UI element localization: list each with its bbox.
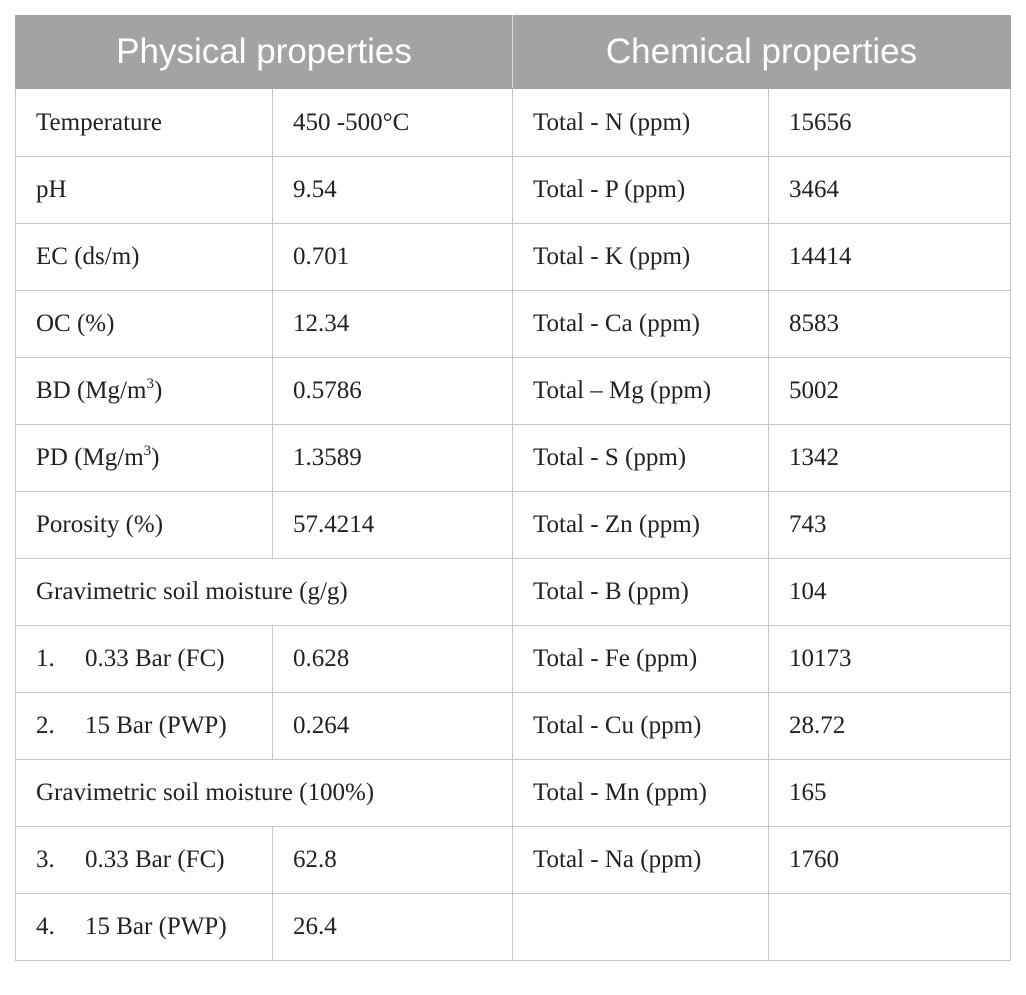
chemical-value-s: 1342 bbox=[768, 424, 1012, 492]
bd-unit-superscript: 3 bbox=[146, 376, 154, 392]
physical-value-porosity: 57.4214 bbox=[271, 491, 514, 559]
physical-label-gg-pwp: 2. 15 Bar (PWP) bbox=[15, 692, 273, 760]
chemical-label-n: Total - N (ppm) bbox=[512, 88, 770, 157]
physical-value-pct-fc: 62.8 bbox=[271, 826, 514, 894]
list-label: 15 Bar (PWP) bbox=[85, 913, 227, 940]
physical-value-ph: 9.54 bbox=[271, 156, 514, 224]
physical-subheading-gravimetric-pct: Gravimetric soil moisture (100%) bbox=[14, 759, 514, 827]
table-row: Temperature 450 -500°C Total - N (ppm) 1… bbox=[15, 88, 1012, 157]
chemical-value-na: 1760 bbox=[768, 826, 1012, 894]
table-row: 4. 15 Bar (PWP) 26.4 bbox=[15, 893, 1012, 961]
chemical-value-k: 14414 bbox=[768, 223, 1012, 291]
list-label: 0.33 Bar (FC) bbox=[85, 846, 225, 873]
table-row: pH 9.54 Total - P (ppm) 3464 bbox=[15, 156, 1012, 224]
header-row: Physical properties Chemical properties bbox=[14, 15, 1012, 89]
list-number: 1. bbox=[36, 645, 55, 672]
chemical-properties-header: Chemical properties bbox=[512, 15, 1012, 89]
properties-table: Physical properties Chemical properties … bbox=[14, 15, 1012, 961]
physical-value-gg-pwp: 0.264 bbox=[271, 692, 514, 760]
table-row: 1. 0.33 Bar (FC) 0.628 Total - Fe (ppm) 1… bbox=[15, 625, 1012, 693]
physical-properties-header: Physical properties bbox=[14, 15, 514, 89]
bd-label-close: ) bbox=[153, 377, 163, 404]
chemical-value-p: 3464 bbox=[768, 156, 1012, 224]
chemical-label-b: Total - B (ppm) bbox=[512, 558, 770, 626]
chemical-value-mn: 165 bbox=[768, 759, 1012, 827]
physical-value-gg-fc: 0.628 bbox=[271, 625, 514, 693]
table-row: Porosity (%) 57.4214 Total - Zn (ppm) 74… bbox=[15, 491, 1012, 559]
empty-cell bbox=[768, 893, 1012, 961]
pd-label-close: ) bbox=[151, 444, 160, 471]
physical-value-oc: 12.34 bbox=[271, 290, 514, 358]
physical-value-ec: 0.701 bbox=[271, 223, 514, 291]
chemical-value-zn: 743 bbox=[768, 491, 1012, 559]
chemical-label-na: Total - Na (ppm) bbox=[512, 826, 770, 894]
physical-subheading-gravimetric-gg: Gravimetric soil moisture (g/g) bbox=[14, 558, 514, 626]
physical-value-pd: 1.3589 bbox=[271, 424, 514, 492]
physical-value-bd: 0.5786 bbox=[271, 357, 514, 425]
physical-value-pct-pwp: 26.4 bbox=[271, 893, 514, 961]
table-row: Gravimetric soil moisture (g/g) Total - … bbox=[14, 558, 1012, 626]
physical-label-bd: BD (Mg/m3) bbox=[15, 357, 273, 425]
table-row: 3. 0.33 Bar (FC) 62.8 Total - Na (ppm) 17… bbox=[15, 826, 1012, 894]
list-number: 3. bbox=[36, 846, 55, 873]
chemical-value-n: 15656 bbox=[768, 88, 1012, 157]
chemical-label-k: Total - K (ppm) bbox=[512, 223, 770, 291]
physical-label-ec: EC (ds/m) bbox=[15, 223, 273, 291]
chemical-label-fe: Total - Fe (ppm) bbox=[512, 625, 770, 693]
table-row: EC (ds/m) 0.701 Total - K (ppm) 14414 bbox=[15, 223, 1012, 291]
chemical-value-fe: 10173 bbox=[768, 625, 1012, 693]
chemical-value-cu: 28.72 bbox=[768, 692, 1012, 760]
pd-unit-superscript: 3 bbox=[143, 443, 152, 459]
list-number: 4. bbox=[36, 913, 55, 940]
chemical-value-mg: 5002 bbox=[768, 357, 1012, 425]
physical-label-gg-fc: 1. 0.33 Bar (FC) bbox=[15, 625, 273, 693]
list-label: 15 Bar (PWP) bbox=[85, 712, 227, 739]
chemical-label-zn: Total - Zn (ppm) bbox=[512, 491, 770, 559]
chemical-value-b: 104 bbox=[768, 558, 1012, 626]
chemical-label-mn: Total - Mn (ppm) bbox=[512, 759, 770, 827]
chemical-label-s: Total - S (ppm) bbox=[512, 424, 770, 492]
table-row: BD (Mg/m3) 0.5786 Total – Mg (ppm) 5002 bbox=[15, 357, 1012, 425]
chemical-label-p: Total - P (ppm) bbox=[512, 156, 770, 224]
chemical-label-mg: Total – Mg (ppm) bbox=[512, 357, 770, 425]
physical-label-pd: PD (Mg/m3) bbox=[15, 424, 273, 492]
chemical-label-ca: Total - Ca (ppm) bbox=[512, 290, 770, 358]
chemical-label-cu: Total - Cu (ppm) bbox=[512, 692, 770, 760]
physical-label-temperature: Temperature bbox=[15, 88, 273, 157]
empty-cell bbox=[512, 893, 770, 961]
physical-label-oc: OC (%) bbox=[15, 290, 273, 358]
physical-value-temperature: 450 -500°C bbox=[271, 88, 514, 157]
bd-label-text: BD (Mg/m bbox=[36, 377, 147, 404]
list-label: 0.33 Bar (FC) bbox=[85, 645, 225, 672]
physical-label-ph: pH bbox=[15, 156, 273, 224]
physical-label-pct-pwp: 4. 15 Bar (PWP) bbox=[15, 893, 273, 961]
table-row: 2. 15 Bar (PWP) 0.264 Total - Cu (ppm) 28… bbox=[15, 692, 1012, 760]
table-row: PD (Mg/m3) 1.3589 Total - S (ppm) 1342 bbox=[15, 424, 1012, 492]
physical-label-porosity: Porosity (%) bbox=[15, 491, 273, 559]
chemical-value-ca: 8583 bbox=[768, 290, 1012, 358]
list-number: 2. bbox=[36, 712, 55, 739]
physical-label-pct-fc: 3. 0.33 Bar (FC) bbox=[15, 826, 273, 894]
pd-label-text: PD (Mg/m bbox=[36, 444, 144, 471]
table-row: Gravimetric soil moisture (100%) Total -… bbox=[14, 759, 1012, 827]
table-row: OC (%) 12.34 Total - Ca (ppm) 8583 bbox=[15, 290, 1012, 358]
